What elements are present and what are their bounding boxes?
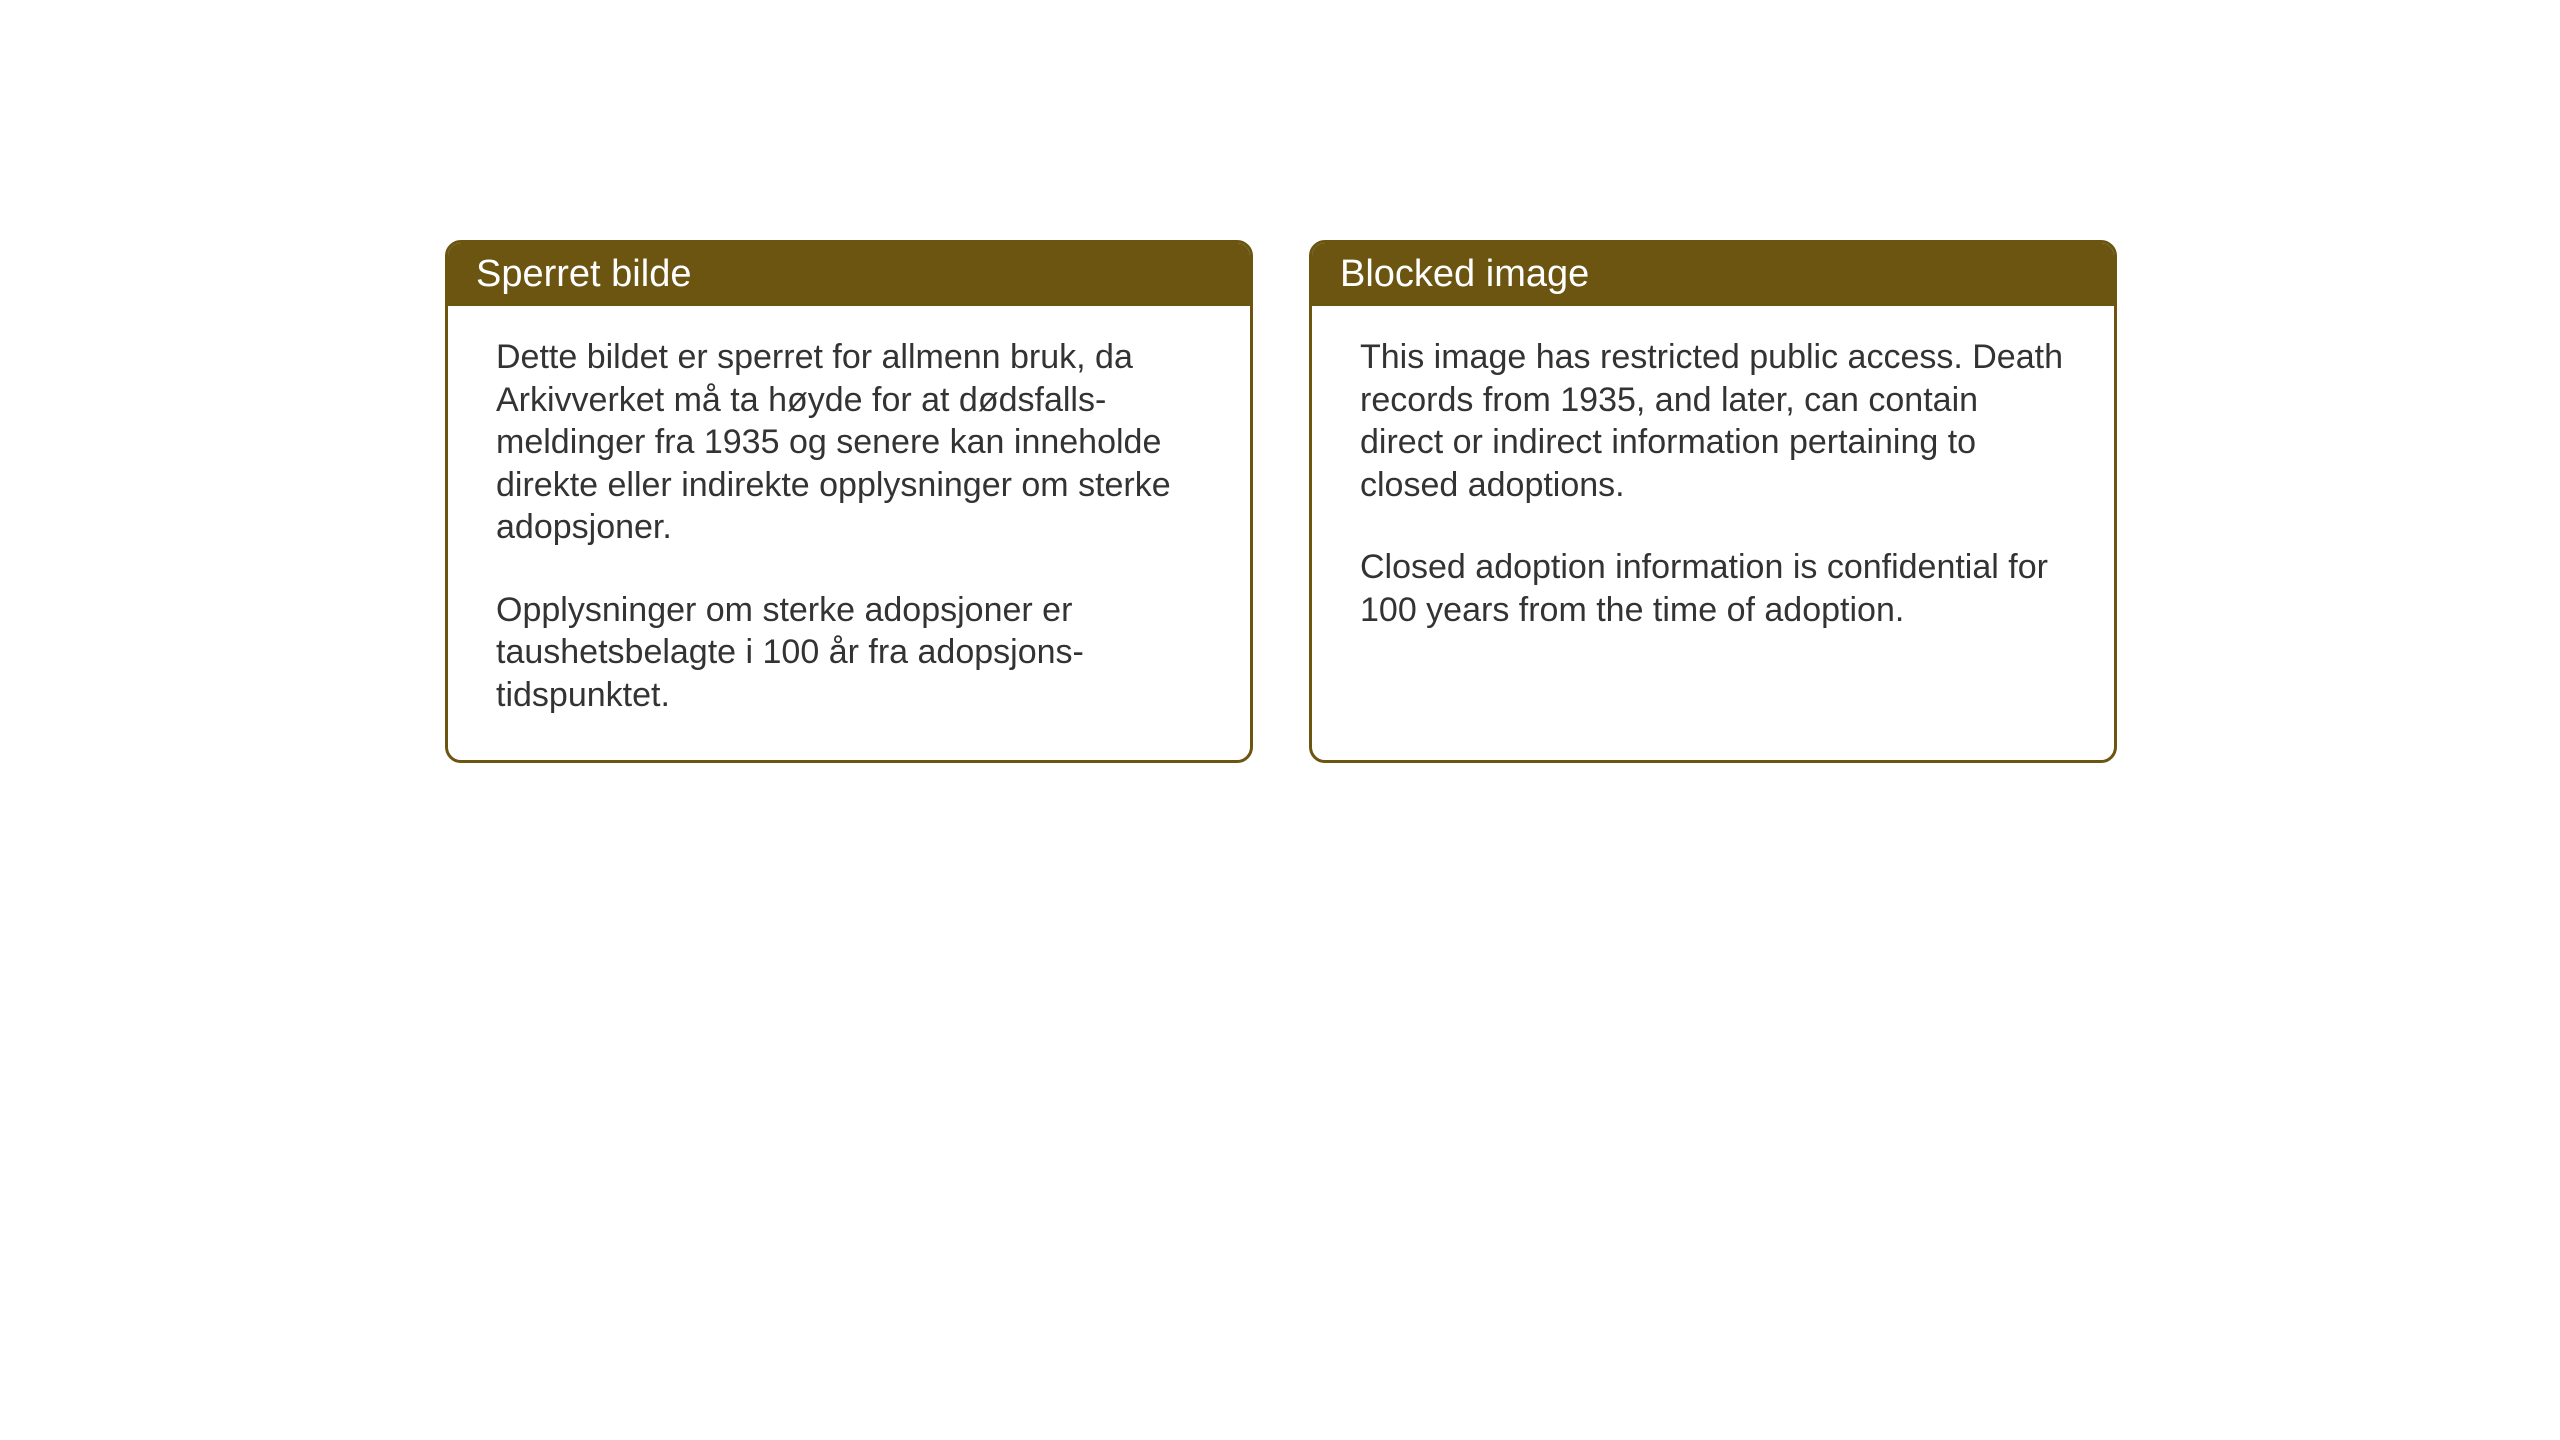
notice-body-english: This image has restricted public access.… [1312,306,2114,675]
notice-box-english: Blocked image This image has restricted … [1309,240,2117,763]
notice-header-norwegian: Sperret bilde [448,243,1250,306]
notice-paragraph-1-english: This image has restricted public access.… [1360,336,2066,506]
notice-container: Sperret bilde Dette bildet er sperret fo… [445,240,2117,763]
notice-header-english: Blocked image [1312,243,2114,306]
notice-body-norwegian: Dette bildet er sperret for allmenn bruk… [448,306,1250,760]
notice-paragraph-1-norwegian: Dette bildet er sperret for allmenn bruk… [496,336,1202,549]
notice-paragraph-2-norwegian: Opplysninger om sterke adopsjoner er tau… [496,589,1202,717]
notice-paragraph-2-english: Closed adoption information is confident… [1360,546,2066,631]
notice-box-norwegian: Sperret bilde Dette bildet er sperret fo… [445,240,1253,763]
